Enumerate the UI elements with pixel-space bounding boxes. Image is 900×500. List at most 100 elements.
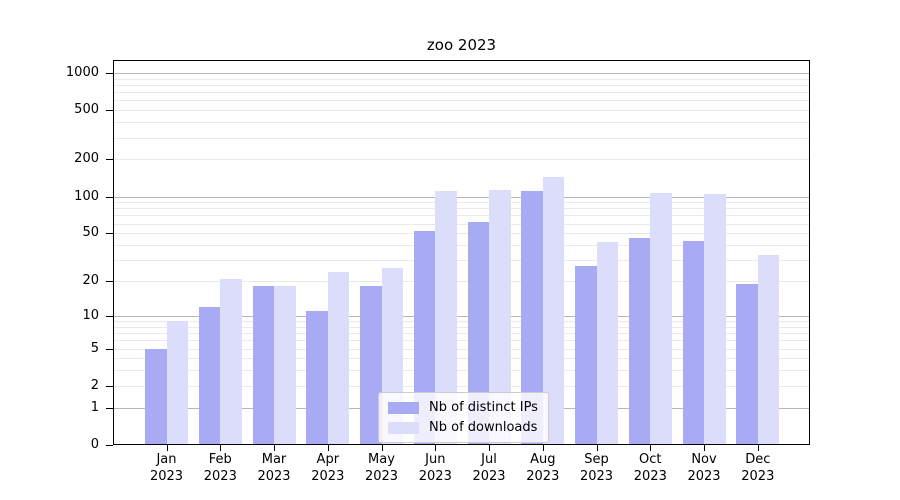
gridline-major: [113, 72, 810, 74]
y-tick-label: 10: [82, 307, 99, 323]
gridline-minor: [113, 208, 810, 210]
legend-swatch-distinct-ips: [388, 401, 419, 414]
gridline-minor: [113, 348, 810, 350]
bar-nb-of-distinct-ips-nov-2023: [682, 241, 704, 445]
chart-title: zoo 2023: [426, 36, 497, 54]
y-tick-mark: [106, 445, 113, 446]
gridline-minor: [113, 122, 810, 124]
bar-nb-of-downloads-jul-2023: [489, 190, 511, 445]
gridline-minor: [113, 137, 810, 139]
y-tick-mark: [106, 159, 113, 161]
y-tick-mark: [106, 196, 113, 198]
bar-nb-of-downloads-feb-2023: [220, 278, 242, 445]
y-tick-mark: [106, 281, 113, 282]
gridline-minor: [113, 110, 810, 112]
x-tick-mark: [220, 445, 222, 451]
y-tick-label: 1000: [65, 64, 99, 80]
x-tick-mark: [381, 445, 383, 451]
legend-label-downloads: Nb of downloads: [429, 420, 538, 435]
x-tick-mark: [704, 445, 705, 451]
bar-nb-of-distinct-ips-mar-2023: [252, 286, 274, 445]
gridline-minor: [113, 92, 810, 94]
gridline-minor: [113, 100, 810, 102]
bar-nb-of-distinct-ips-jan-2023: [145, 348, 167, 445]
bar-nb-of-distinct-ips-sep-2023: [575, 265, 597, 445]
bar-nb-of-downloads-oct-2023: [650, 193, 672, 445]
y-tick-mark: [106, 315, 113, 317]
bar-nb-of-distinct-ips-jun-2023: [413, 231, 436, 445]
x-tick-mark: [650, 445, 652, 451]
y-tick-mark: [106, 407, 113, 409]
gridline-minor: [113, 358, 810, 360]
gridline-minor: [113, 78, 810, 80]
y-tick-mark: [106, 233, 113, 235]
gridline-major: [113, 196, 810, 198]
x-tick-mark: [166, 445, 168, 451]
legend-item-distinct-ips: Nb of distinct IPs: [388, 399, 538, 416]
gridline-major: [113, 315, 810, 317]
y-tick-mark: [106, 348, 113, 350]
y-tick-label: 5: [90, 340, 99, 356]
x-tick-label: Nov 2023: [687, 452, 721, 484]
legend-item-downloads: Nb of downloads: [388, 419, 538, 436]
bar-nb-of-distinct-ips-feb-2023: [198, 306, 221, 445]
gridline-minor: [113, 233, 810, 235]
y-tick-label: 100: [74, 188, 99, 204]
bar-nb-of-downloads-sep-2023: [596, 242, 618, 445]
gridline-minor: [113, 159, 810, 161]
x-tick-label: Mar 2023: [257, 452, 291, 484]
gridline-minor: [113, 385, 810, 387]
y-tick-mark: [106, 385, 113, 387]
y-tick-mark: [106, 72, 113, 74]
x-tick-label: Feb 2023: [203, 452, 237, 484]
y-tick-label: 50: [82, 225, 99, 241]
bar-nb-of-downloads-jan-2023: [166, 321, 188, 445]
bar-nb-of-distinct-ips-jul-2023: [467, 221, 489, 445]
gridline-minor: [113, 84, 810, 86]
x-tick-label: May 2023: [364, 452, 399, 484]
bar-nb-of-downloads-nov-2023: [704, 194, 726, 445]
bar-nb-of-downloads-apr-2023: [327, 271, 350, 445]
bar-nb-of-distinct-ips-aug-2023: [521, 191, 543, 445]
x-tick-mark: [489, 445, 490, 451]
legend-label-distinct-ips: Nb of distinct IPs: [429, 400, 538, 415]
gridline-minor: [113, 326, 810, 328]
y-tick-label: 500: [74, 102, 99, 118]
gridline-minor: [113, 223, 810, 225]
bar-nb-of-downloads-aug-2023: [542, 176, 565, 445]
gridline-minor: [113, 321, 810, 322]
x-tick-label: Oct 2023: [633, 452, 667, 484]
legend: Nb of distinct IPs Nb of downloads: [378, 392, 549, 443]
y-tick-label: 1: [90, 399, 99, 415]
gridline-minor: [113, 215, 810, 217]
y-tick-label: 200: [74, 151, 99, 167]
x-tick-label: Jul 2023: [472, 452, 506, 484]
gridline-minor: [113, 370, 810, 372]
x-tick-label: Dec 2023: [741, 452, 775, 484]
x-tick-label: Sep 2023: [579, 452, 614, 484]
x-tick-mark: [327, 445, 329, 451]
y-tick-label: 2: [90, 377, 99, 393]
y-tick-mark: [106, 110, 113, 112]
x-tick-label: Apr 2023: [311, 452, 345, 484]
gridline-minor: [113, 340, 810, 342]
y-tick-label: 0: [90, 437, 99, 452]
x-tick-label: Aug 2023: [526, 452, 560, 484]
bar-nb-of-downloads-mar-2023: [274, 286, 296, 445]
x-tick-mark: [757, 445, 759, 451]
plot-area: [113, 60, 810, 445]
bar-nb-of-downloads-jun-2023: [435, 191, 457, 445]
gridline-minor: [113, 333, 810, 334]
bar-nb-of-distinct-ips-oct-2023: [628, 237, 651, 445]
x-tick-label: Jan 2023: [149, 452, 184, 484]
bar-nb-of-distinct-ips-dec-2023: [736, 283, 758, 445]
x-tick-mark: [435, 445, 437, 451]
x-tick-label: Jun 2023: [418, 452, 452, 484]
gridline-minor: [113, 260, 810, 262]
gridline-minor: [113, 245, 810, 246]
bar-nb-of-distinct-ips-may-2023: [360, 286, 382, 445]
y-tick-label: 20: [82, 273, 99, 288]
x-tick-mark: [542, 445, 544, 451]
x-tick-mark: [274, 445, 275, 451]
